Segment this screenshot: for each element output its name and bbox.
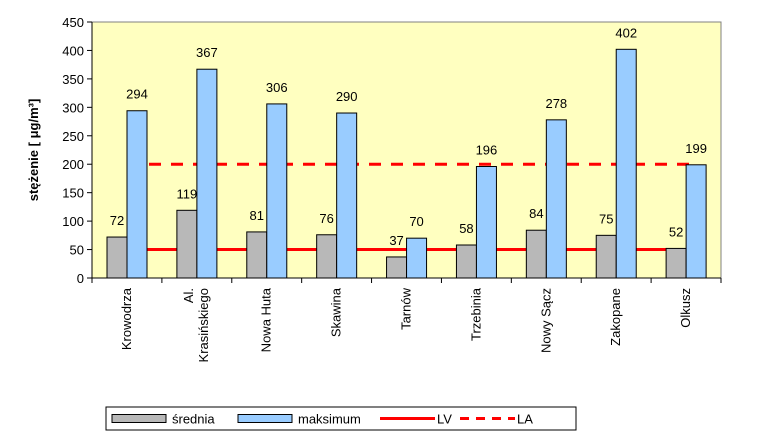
x-tick-label-8: Olkusz: [678, 288, 693, 328]
x-tick-label-0: Krowodrza: [119, 287, 134, 350]
bar-średnia-4: [386, 256, 408, 279]
bar-średnia-6: [525, 229, 547, 279]
bar-średnia-2: [246, 231, 268, 279]
bar-średnia-8: [665, 247, 687, 279]
bar-maksimum-0: [126, 110, 148, 279]
data-label-średnia-4: 37: [389, 233, 403, 248]
bar-maksimum-6: [545, 119, 567, 279]
data-label-maksimum-1: 367: [196, 45, 218, 60]
bar-średnia-7: [595, 234, 617, 279]
data-label-maksimum-4: 70: [409, 214, 423, 229]
data-label-średnia-5: 58: [459, 221, 473, 236]
data-label-średnia-6: 84: [529, 206, 543, 221]
data-label-średnia-3: 76: [319, 211, 333, 226]
x-tick-label-6: Nowy Sącz: [538, 288, 553, 353]
y-tick-label-50: 50: [70, 243, 84, 258]
data-label-maksimum-8: 199: [685, 141, 707, 156]
data-label-maksimum-2: 306: [266, 80, 288, 95]
bar-średnia-0: [106, 236, 128, 279]
bar-maksimum-8: [685, 164, 707, 279]
bar-średnia-1: [176, 209, 198, 279]
legend-box: [105, 406, 577, 431]
data-label-maksimum-5: 196: [476, 142, 498, 157]
legend-swatch-średnia: [111, 414, 167, 423]
data-label-średnia-1: 119: [177, 186, 198, 201]
x-tick-label-7: Zakopane: [608, 288, 623, 346]
x-tick-label-4: Tarnów: [399, 287, 414, 330]
data-label-średnia-2: 81: [250, 208, 264, 223]
y-axis-label: stężenie [ μg/m³]: [26, 99, 41, 202]
legend-label-LA: LA: [517, 412, 533, 427]
x-tick-label-2: Nowa Huta: [259, 287, 274, 352]
bar-maksimum-5: [475, 165, 497, 279]
y-tick-label-400: 400: [62, 43, 84, 58]
data-label-maksimum-6: 278: [545, 96, 567, 111]
bar-maksimum-4: [406, 237, 428, 279]
x-tick-label-5: Trzebinia: [468, 287, 483, 341]
bar-maksimum-3: [336, 112, 358, 279]
y-tick-label-100: 100: [62, 214, 84, 229]
bar-maksimum-2: [266, 103, 288, 279]
y-tick-label-150: 150: [62, 186, 84, 201]
y-tick-label-350: 350: [62, 72, 84, 87]
y-tick-label-300: 300: [62, 100, 84, 115]
x-tick-label-3: Skawina: [329, 287, 344, 337]
x-tick-label-1: Al.Krasińskiego: [181, 288, 211, 362]
legend: średnia maksimum LV LA: [105, 406, 577, 431]
bar-średnia-5: [455, 244, 477, 279]
legend-label-średnia: średnia: [172, 412, 215, 427]
bar-średnia-3: [316, 234, 338, 279]
data-label-średnia-7: 75: [599, 211, 613, 226]
y-tick-label-200: 200: [62, 157, 84, 172]
data-label-maksimum-0: 294: [126, 87, 148, 102]
legend-label-maksimum: maksimum: [298, 412, 361, 427]
bars: 72 294 119 367 81 306 76 290 37 70 58 196 84 278 75 402…: [106, 25, 707, 279]
data-label-średnia-8: 52: [669, 224, 683, 239]
y-tick-label-450: 450: [62, 15, 84, 30]
y-tick-label-0: 0: [77, 271, 84, 286]
bar-maksimum-7: [615, 48, 637, 279]
data-label-średnia-0: 72: [110, 213, 124, 228]
data-label-maksimum-7: 402: [615, 25, 637, 40]
axes: 0 50 100 150 200 250 300 350 400 450 Krowodrza Al.K…: [62, 15, 722, 362]
bar-maksimum-1: [196, 68, 218, 279]
y-tick-label-250: 250: [62, 129, 84, 144]
legend-swatch-maksimum: [237, 414, 293, 423]
legend-label-LV: LV: [437, 412, 452, 427]
data-label-maksimum-3: 290: [336, 89, 358, 104]
